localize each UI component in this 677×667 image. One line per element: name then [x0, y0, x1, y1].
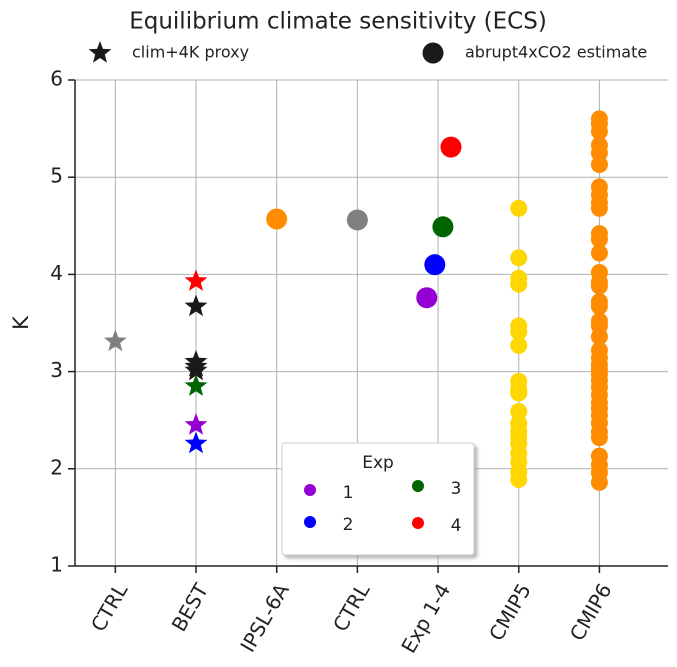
circle-point	[510, 402, 528, 420]
circle-point	[424, 254, 446, 276]
x-tick-label: CTRL	[86, 579, 133, 636]
y-tick-label: 5	[50, 164, 63, 188]
circle-point	[510, 384, 528, 402]
y-tick-label: 3	[50, 358, 63, 382]
y-tick-label: 2	[50, 455, 63, 479]
legend-title: Exp	[362, 453, 394, 473]
x-tick-label: BEST	[167, 579, 214, 636]
circle-point	[266, 208, 288, 230]
star-point	[103, 329, 127, 352]
x-tick-label: CTRL	[328, 579, 375, 636]
star-point	[184, 358, 208, 381]
circle-point	[510, 336, 528, 354]
circle-point	[510, 275, 528, 293]
legend-label: 4	[451, 516, 462, 536]
circle-point	[590, 230, 608, 248]
circle-point	[590, 144, 608, 162]
circle-point	[590, 473, 608, 491]
legend-marker	[304, 484, 316, 496]
circle-point	[590, 244, 608, 262]
y-tick-label: 1	[50, 553, 63, 577]
x-tick-label: IPSL-6A	[235, 579, 293, 656]
star-point	[184, 374, 208, 396]
legend-marker	[412, 517, 424, 529]
legend-marker	[88, 41, 112, 63]
legend-marker	[422, 42, 444, 64]
circle-point	[590, 328, 608, 346]
legend-label: clim+4K proxy	[132, 43, 249, 62]
legend-label: 3	[451, 479, 462, 499]
y-tick-label: 4	[50, 261, 63, 285]
circle-point	[590, 199, 608, 217]
x-tick-label: CMIP5	[484, 579, 536, 645]
legend-label: 2	[343, 515, 354, 535]
circle-point	[440, 136, 462, 158]
x-tick-label: Exp 1-4	[396, 579, 455, 657]
circle-point	[590, 156, 608, 174]
legend-marker	[412, 480, 424, 492]
star-point	[184, 413, 208, 435]
legend-label: abrupt4xCO2 estimate	[465, 43, 647, 62]
exp-legend-box	[281, 442, 475, 556]
star-point	[184, 431, 208, 454]
star-point	[184, 269, 208, 291]
star-point	[184, 294, 208, 317]
circle-point	[590, 123, 608, 141]
circle-point	[590, 277, 608, 295]
legend-label: 1	[343, 483, 354, 503]
y-tick-label: 6	[50, 67, 63, 91]
circle-point	[510, 470, 528, 488]
circle-point	[590, 429, 608, 447]
circle-point	[510, 199, 528, 217]
circle-point	[416, 287, 438, 309]
circle-point	[432, 216, 454, 238]
circle-point	[510, 323, 528, 341]
legend-marker	[304, 516, 316, 528]
circle-point	[590, 297, 608, 315]
y-axis-label: K	[9, 315, 33, 330]
x-tick-label: CMIP6	[565, 579, 617, 645]
circle-point	[510, 249, 528, 267]
circle-point	[346, 209, 368, 231]
chart-title: Equilibrium climate sensitivity (ECS)	[129, 9, 547, 35]
